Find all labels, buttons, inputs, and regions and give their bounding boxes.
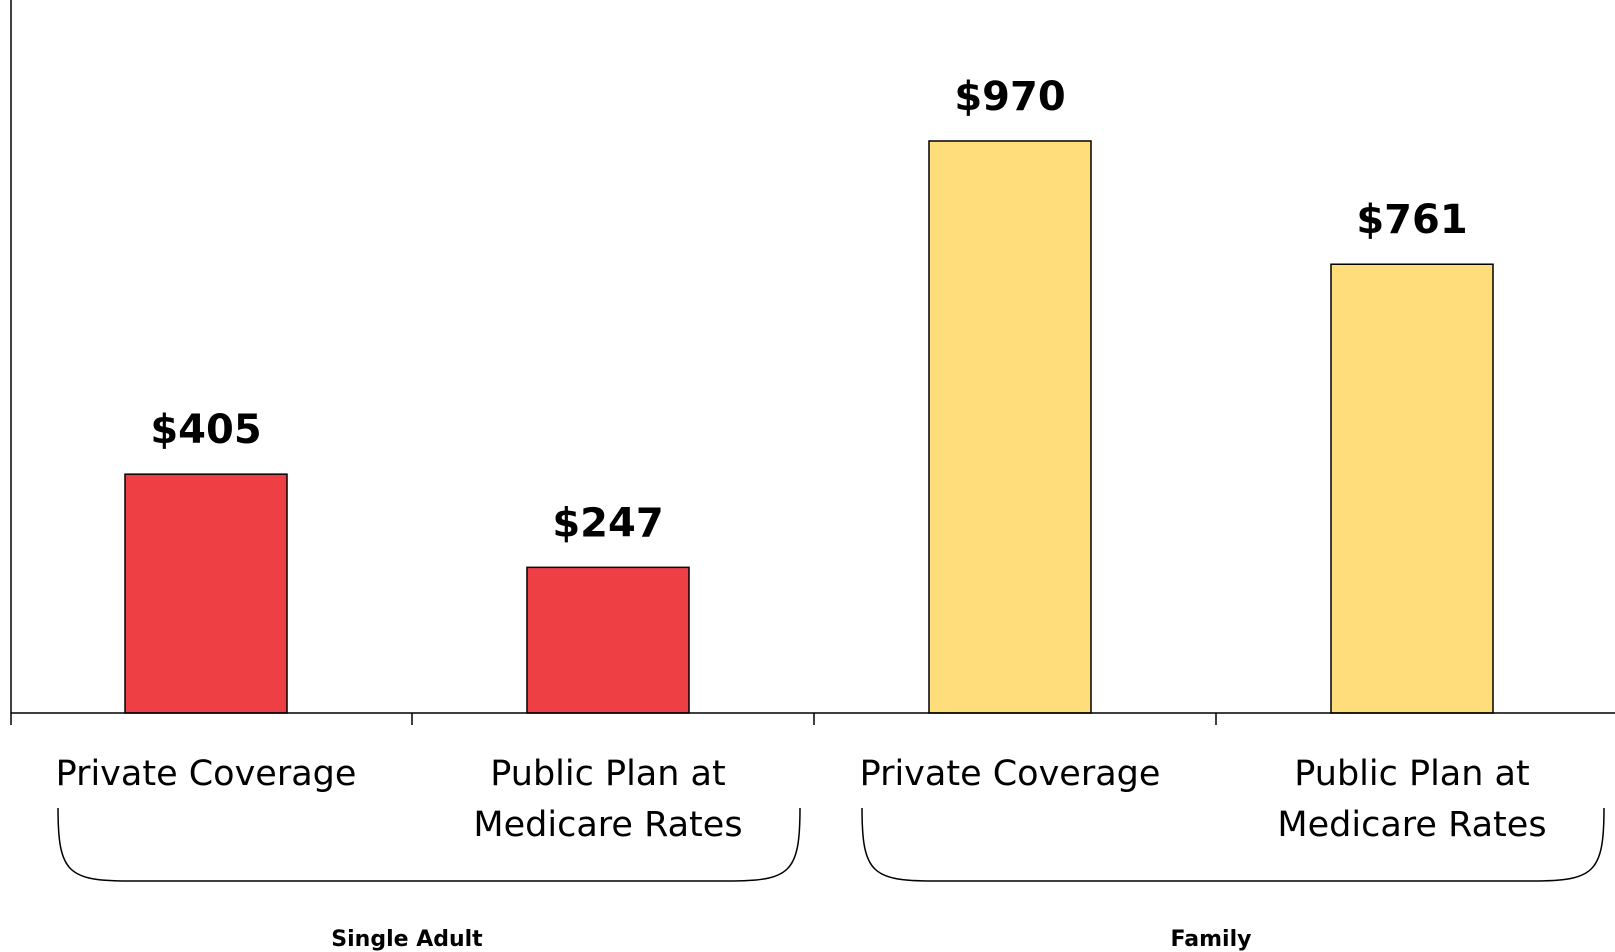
category-label-line: Private Coverage <box>860 754 1161 794</box>
value-labels-layer: $405 $247 $970 $761 <box>150 74 1467 546</box>
bar-3 <box>1330 263 1494 714</box>
category-label-line: Public Plan at <box>490 754 725 794</box>
group-labels-layer: Single Adult Family <box>331 927 1251 952</box>
bars-layer <box>124 140 1494 714</box>
bar-0 <box>124 473 288 714</box>
group-bracket-0 <box>57 807 801 882</box>
value-label-1: $247 <box>552 500 663 546</box>
bar-1 <box>526 566 690 714</box>
category-label-line: Public Plan at <box>1294 754 1529 794</box>
value-label-2: $970 <box>954 74 1065 120</box>
brackets-layer <box>57 807 1605 882</box>
axis-layer <box>10 0 1615 714</box>
category-label-line: Private Coverage <box>56 754 357 794</box>
category-label-1: Public Plan at Medicare Rates <box>473 754 742 845</box>
category-label-line: Medicare Rates <box>1277 805 1546 845</box>
category-label-2: Private Coverage <box>860 754 1161 794</box>
category-labels-layer: Private Coverage Public Plan at Medicare R… <box>56 754 1547 845</box>
value-label-0: $405 <box>150 407 261 453</box>
category-label-3: Public Plan at Medicare Rates <box>1277 754 1546 845</box>
value-label-3: $761 <box>1356 197 1467 243</box>
group-label-0: Single Adult <box>331 927 483 952</box>
ticks-layer <box>10 713 1217 725</box>
category-label-line: Medicare Rates <box>473 805 742 845</box>
group-bracket-1 <box>861 807 1605 882</box>
bar-2 <box>928 140 1092 714</box>
group-label-1: Family <box>1171 927 1252 952</box>
category-label-0: Private Coverage <box>56 754 357 794</box>
